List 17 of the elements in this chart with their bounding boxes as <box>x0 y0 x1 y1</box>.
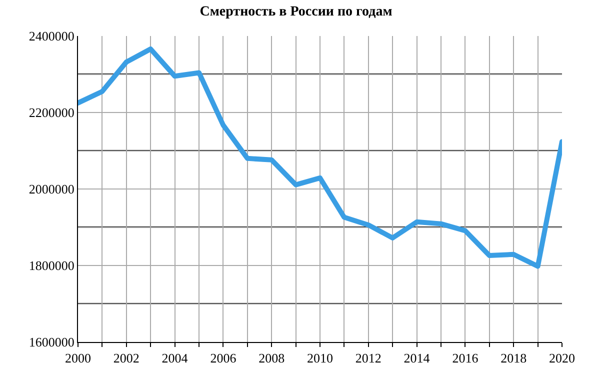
y-tick-label: 2400000 <box>28 28 74 44</box>
y-tick-label: 1800000 <box>28 258 74 274</box>
x-tick-label: 2006 <box>210 350 237 366</box>
x-tick-label: 2008 <box>258 350 285 366</box>
x-tick-label: 2010 <box>307 350 333 366</box>
x-tick-label: 2004 <box>162 350 188 366</box>
x-tick-label: 2012 <box>355 350 382 366</box>
x-tick-label: 2016 <box>452 350 479 366</box>
x-tick-label: 2002 <box>113 350 140 366</box>
x-tick-label: 2000 <box>65 350 91 366</box>
x-tick-label: 2014 <box>404 350 430 366</box>
y-tick-label: 2000000 <box>28 182 74 197</box>
x-tick-label: 2020 <box>549 350 575 366</box>
chart-title: Смертность в России по годам <box>200 4 393 20</box>
y-tick-label: 2200000 <box>28 105 74 120</box>
y-tick-label: 1600000 <box>28 334 74 350</box>
x-tick-label: 2018 <box>500 350 527 366</box>
